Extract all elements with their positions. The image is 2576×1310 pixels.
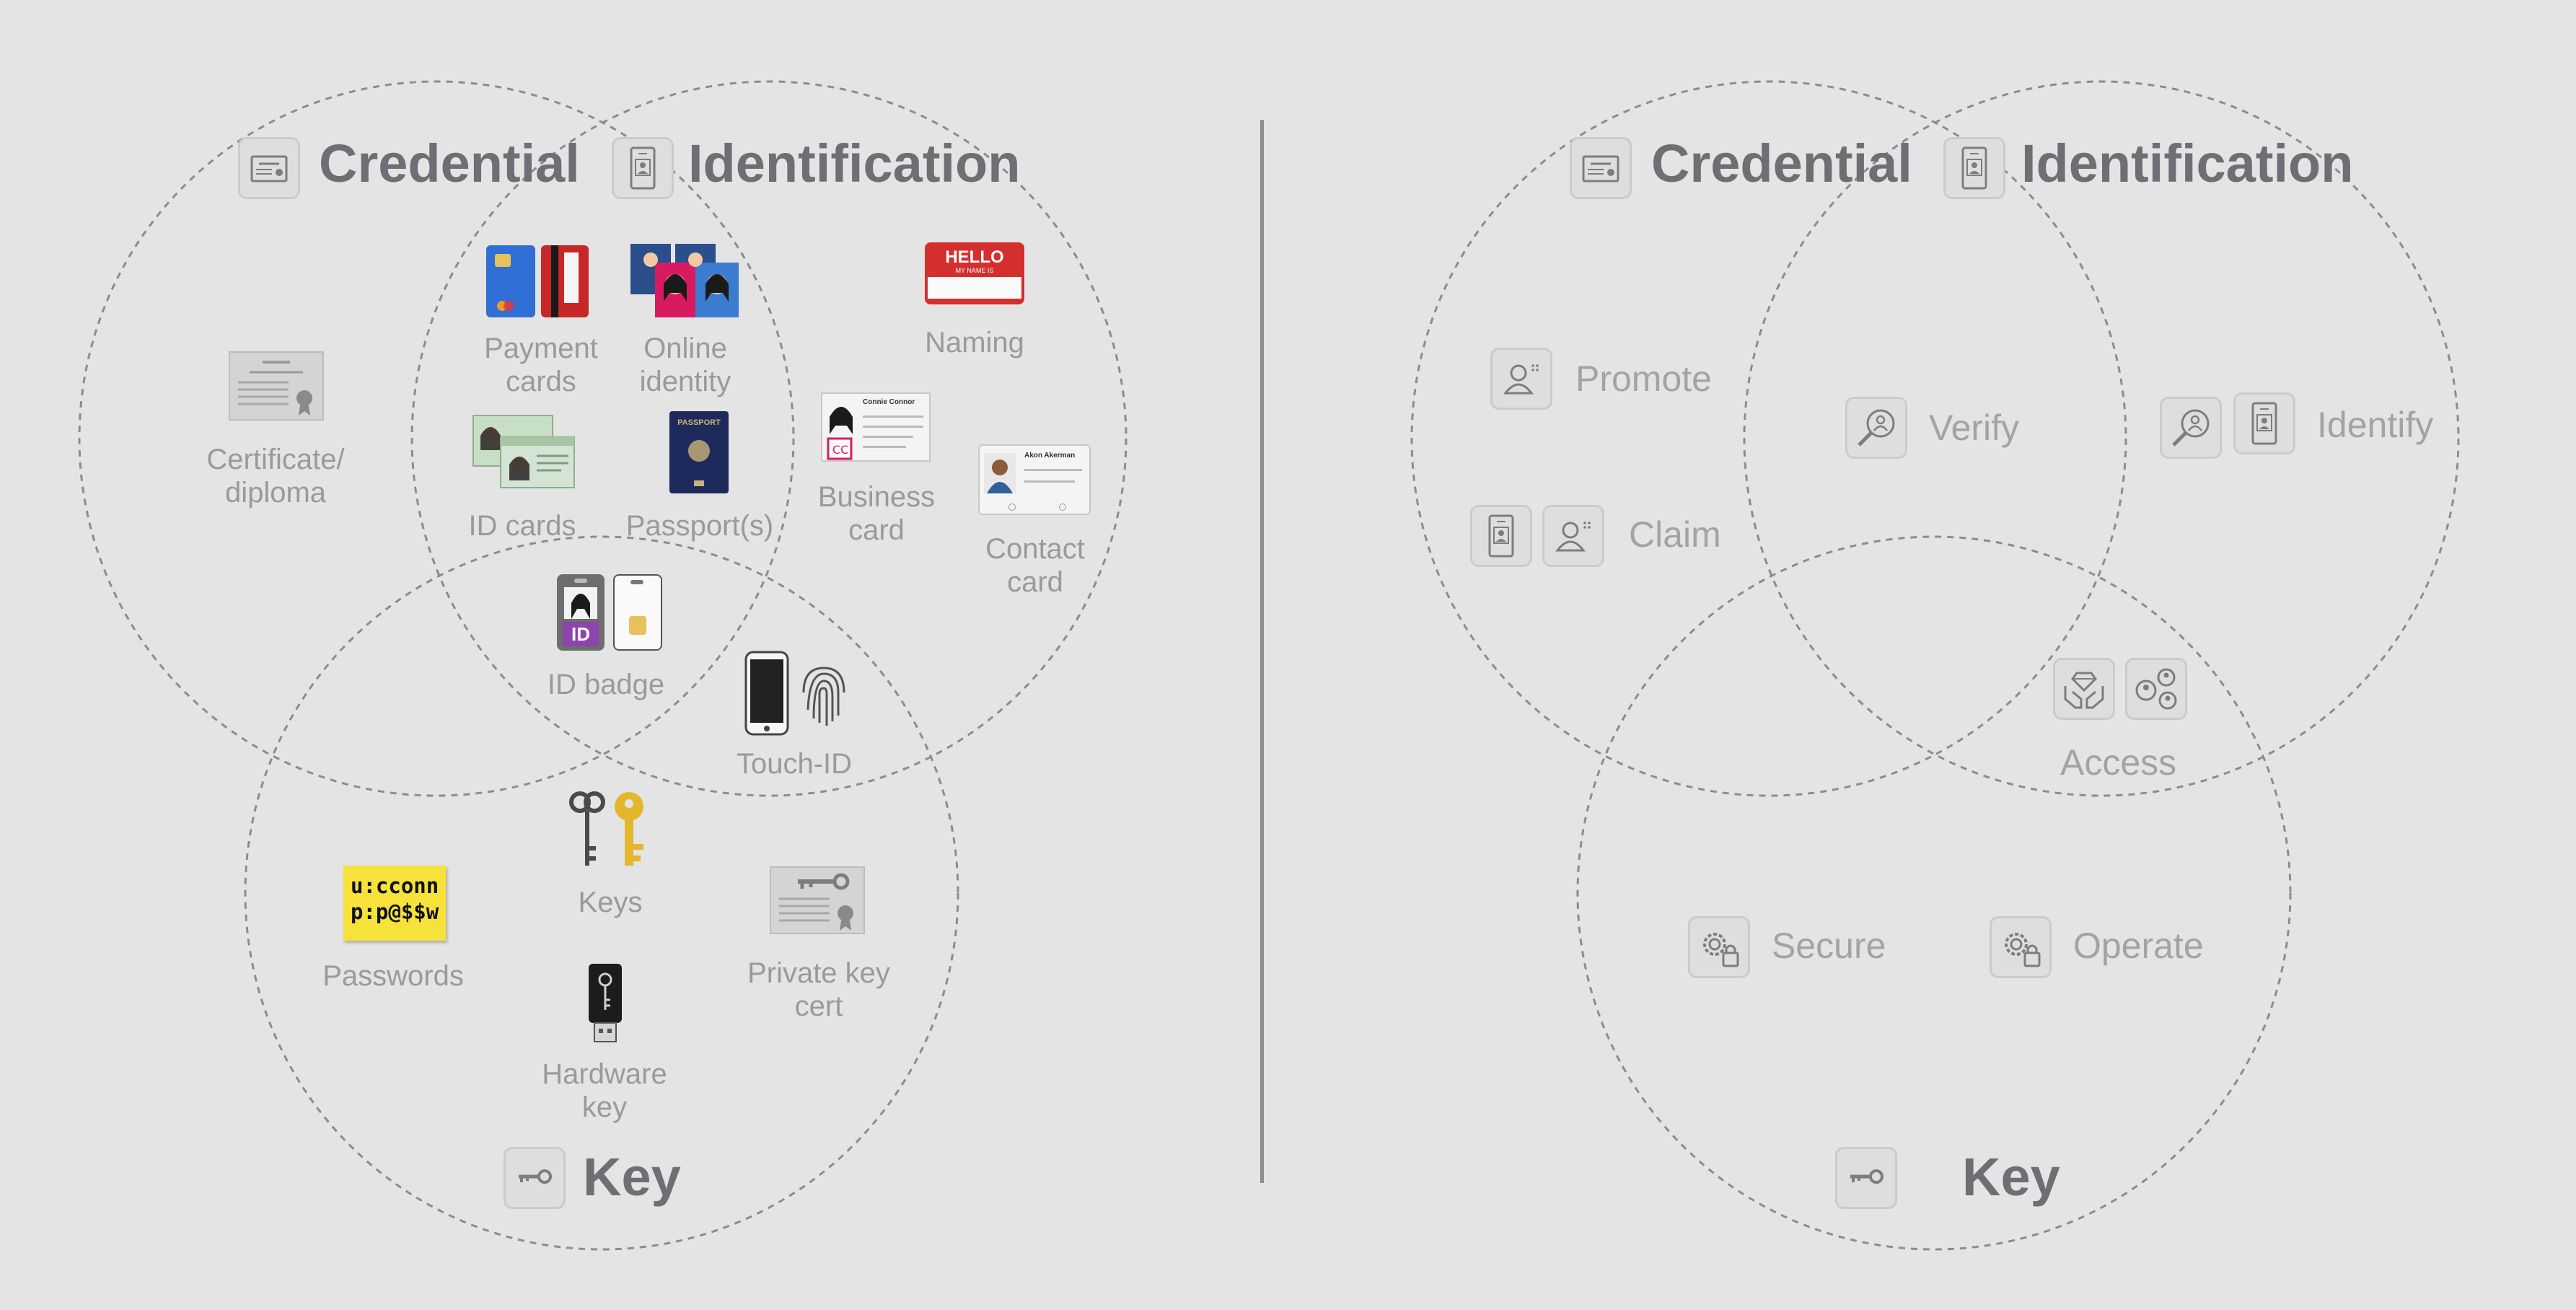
right-key-title: Key bbox=[1962, 1147, 2060, 1207]
credential-certificate-icon bbox=[238, 137, 300, 199]
hello-tag-subtext: MY NAME IS bbox=[955, 267, 994, 274]
magnifier-person-icon bbox=[1845, 397, 1907, 459]
business-card-label: Business card bbox=[817, 481, 936, 546]
keys-label: Keys bbox=[578, 887, 643, 918]
claim-label: Claim bbox=[1629, 514, 1721, 555]
private-key-cert-icon bbox=[770, 866, 865, 934]
certificate-icon bbox=[229, 351, 324, 421]
passport-cover-text: PASSPORT bbox=[677, 418, 721, 427]
left-identification-title: Identification bbox=[688, 133, 1021, 193]
id-badge-label: ID badge bbox=[547, 669, 665, 700]
contact-card-name: Akon Akerman bbox=[1024, 452, 1076, 460]
passports-label: Passport(s) bbox=[625, 510, 774, 542]
private-key-cert-label: Private key cert bbox=[747, 957, 890, 1022]
credential-certificate-icon bbox=[1570, 137, 1632, 199]
hardware-key-label: Hardware key bbox=[542, 1058, 667, 1123]
key-icon bbox=[1835, 1147, 1897, 1209]
touch-id-icon bbox=[744, 651, 845, 736]
keys-icon bbox=[569, 791, 643, 866]
sticky-note-line1: u:cconn bbox=[351, 874, 439, 898]
id-badge-icon bbox=[1943, 137, 2005, 199]
verify-label: Verify bbox=[1929, 408, 2020, 448]
left-key-circle bbox=[244, 535, 959, 1251]
contact-card-label: Contact card bbox=[985, 533, 1085, 598]
svg-text:CC: CC bbox=[832, 443, 848, 457]
online-identity-icon bbox=[630, 244, 739, 317]
id-badge-lanyard-icon: ID bbox=[557, 574, 605, 651]
smart-card-icon bbox=[613, 574, 662, 651]
hello-name-tag: HELLO MY NAME IS bbox=[925, 242, 1024, 304]
hands-diamond-icon bbox=[2053, 658, 2115, 720]
left-key-title: Key bbox=[583, 1147, 681, 1207]
identify-label: Identify bbox=[2317, 405, 2434, 445]
passwords-label: Passwords bbox=[322, 960, 464, 992]
key-icon bbox=[504, 1147, 566, 1209]
left-identification-circle bbox=[410, 80, 1127, 797]
right-credential-circle bbox=[1410, 80, 2127, 797]
gear-lock-icon bbox=[1688, 916, 1750, 978]
operate-label: Operate bbox=[2073, 926, 2204, 966]
sticky-note-line2: p:p@$$w bbox=[351, 900, 439, 924]
promote-label: Promote bbox=[1575, 359, 1712, 399]
naming-label: Naming bbox=[925, 327, 1024, 359]
right-identification-circle bbox=[1743, 80, 2460, 797]
right-key-circle bbox=[1576, 535, 2292, 1251]
magnifier-person-icon bbox=[2160, 397, 2222, 459]
id-cards-label: ID cards bbox=[468, 510, 576, 542]
person-icon bbox=[1542, 505, 1604, 567]
payment-cards-label: Payment cards bbox=[484, 333, 598, 397]
password-sticky-note: u:cconn p:p@$$w bbox=[343, 866, 446, 941]
id-cards-icon bbox=[472, 415, 575, 488]
right-credential-title: Credential bbox=[1651, 133, 1912, 193]
id-badge-icon bbox=[2233, 392, 2295, 454]
secure-label: Secure bbox=[1772, 926, 1886, 966]
user-group-icon bbox=[2125, 658, 2187, 720]
online-identity-label: Online identity bbox=[639, 333, 731, 397]
gear-lock-icon bbox=[1990, 916, 2052, 978]
left-credential-title: Credential bbox=[319, 133, 580, 193]
right-identification-title: Identification bbox=[2021, 133, 2354, 193]
touch-id-label: Touch-ID bbox=[736, 748, 853, 780]
panel-divider bbox=[1260, 120, 1264, 1183]
certificate-label: Certificate/ diploma bbox=[206, 444, 345, 509]
id-badge-icon bbox=[1470, 505, 1532, 567]
access-label: Access bbox=[2060, 742, 2177, 783]
id-badge-text: ID bbox=[563, 622, 599, 646]
hello-tag-text: HELLO bbox=[945, 247, 1004, 267]
contact-card-icon: Akon Akerman bbox=[978, 444, 1091, 515]
business-card-name: Connie Connor bbox=[863, 398, 915, 406]
passport-icon: PASSPORT bbox=[669, 411, 729, 493]
left-credential-circle bbox=[78, 80, 795, 797]
person-icon bbox=[1490, 348, 1552, 410]
payment-cards-icon bbox=[486, 245, 589, 317]
hardware-key-icon bbox=[589, 964, 622, 1042]
id-badge-icon bbox=[612, 137, 674, 199]
business-card-icon: CC Connie Connor bbox=[821, 392, 931, 462]
